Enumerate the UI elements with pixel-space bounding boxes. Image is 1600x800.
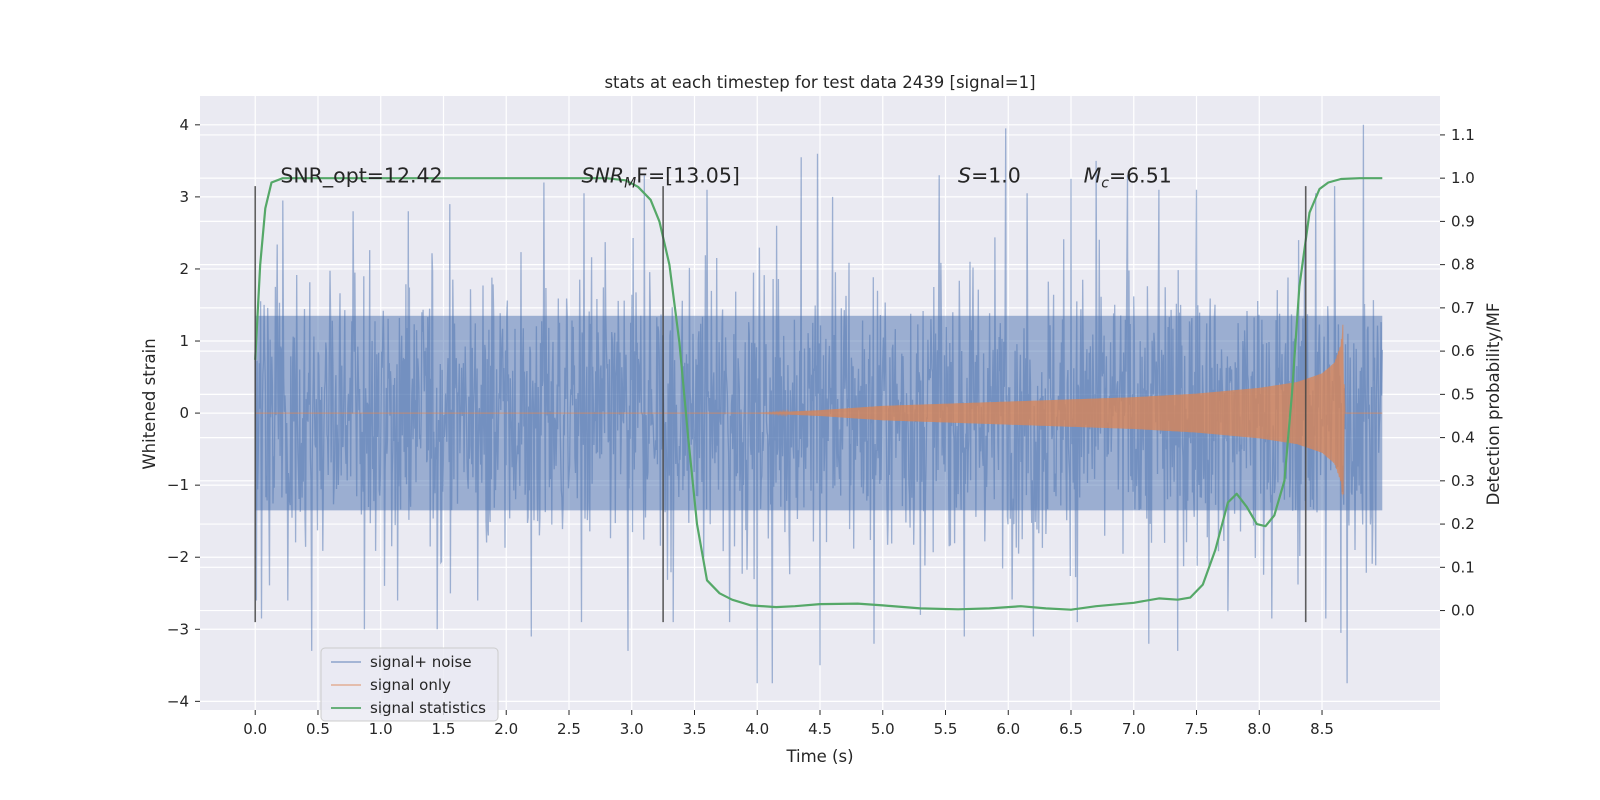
y-tick-label: 1 xyxy=(179,332,189,350)
x-tick-label: 6.5 xyxy=(1059,720,1083,738)
y2-tick-label: 0.9 xyxy=(1451,212,1475,230)
x-tick-label: 3.0 xyxy=(620,720,644,738)
annotation-layer: SNR_opt=12.42 SNRMF=[13.05] S=1.0 Mc=6.51 xyxy=(280,163,1171,191)
y2-tick-label: 1.0 xyxy=(1451,169,1475,187)
x-tick-label: 4.5 xyxy=(808,720,832,738)
y2-tick-label: 0.0 xyxy=(1451,602,1475,620)
x-tick-label: 0.0 xyxy=(243,720,267,738)
signal-only-envelope xyxy=(757,326,1345,500)
y-axis-label: Whitened strain xyxy=(140,338,159,469)
y-tick-label: −3 xyxy=(167,620,189,638)
legend: signal+ noise signal only signal statist… xyxy=(320,647,499,722)
y-tick-labels: 4 3 2 1 0 −1 −2 −3 −4 xyxy=(167,116,200,710)
annotation-text: Mc=6.51 xyxy=(1084,163,1172,191)
y2-tick-label: 0.4 xyxy=(1451,429,1475,447)
y2-tick-label: 0.1 xyxy=(1451,558,1475,576)
x-tick-label: 1.5 xyxy=(432,720,456,738)
y2-tick-label: 1.1 xyxy=(1451,126,1475,144)
x-tick-label: 5.0 xyxy=(871,720,895,738)
x-tick-label: 6.0 xyxy=(996,720,1020,738)
chart-title: stats at each timestep for test data 243… xyxy=(604,73,1035,92)
y2-tick-label: 0.3 xyxy=(1451,472,1475,490)
x-tick-label: 7.0 xyxy=(1122,720,1146,738)
y2-tick-label: 0.5 xyxy=(1451,385,1475,403)
x-axis-label: Time (s) xyxy=(785,747,853,766)
y2-tick-label: 0.6 xyxy=(1451,342,1475,360)
legend-label-signal-statistics: signal statistics xyxy=(370,699,486,717)
annotation-text: SNRMF=[13.05] xyxy=(582,163,740,191)
series-layer xyxy=(254,124,1383,684)
x-tick-label: 2.5 xyxy=(557,720,581,738)
x-tick-label: 2.0 xyxy=(494,720,518,738)
y2-tick-labels: 1.1 1.0 0.9 0.8 0.7 0.6 0.5 0.4 0.3 0.2 0.1 0.0 xyxy=(1440,126,1475,620)
x-tick-label: 3.5 xyxy=(683,720,707,738)
y2-tick-label: 0.2 xyxy=(1451,515,1475,533)
legend-label-signal-noise: signal+ noise xyxy=(370,653,472,671)
y-tick-label: −1 xyxy=(167,476,189,494)
x-tick-label: 8.5 xyxy=(1310,720,1334,738)
legend-label-signal-only: signal only xyxy=(370,676,451,694)
y-tick-label: −4 xyxy=(167,692,189,710)
x-tick-labels: 0.0 0.5 1.0 1.5 2.0 2.5 3.0 3.5 4.0 4.5 5.0 5.5 6.0 6… xyxy=(243,710,1334,738)
vline-layer xyxy=(254,186,1307,623)
legend-box xyxy=(320,647,499,722)
y2-axis-label: Detection probability/MF xyxy=(1484,303,1503,506)
y-tick-label: 3 xyxy=(179,188,189,206)
annotation-text: SNR_opt=12.42 xyxy=(280,163,442,188)
y-tick-label: 4 xyxy=(179,116,189,134)
annotation-text: S=1.0 xyxy=(958,163,1021,187)
x-tick-label: 5.5 xyxy=(934,720,958,738)
y2-tick-label: 0.7 xyxy=(1451,299,1475,317)
x-tick-label: 7.5 xyxy=(1185,720,1209,738)
series-signal-only xyxy=(255,324,1383,495)
x-tick-label: 1.0 xyxy=(369,720,393,738)
series-signal-statistics xyxy=(254,177,1383,611)
x-tick-label: 0.5 xyxy=(306,720,330,738)
series-signal-noise xyxy=(254,124,1383,684)
y2-tick-label: 0.8 xyxy=(1451,256,1475,274)
y-tick-label: −2 xyxy=(167,548,189,566)
y-tick-label: 0 xyxy=(179,404,189,422)
x-tick-label: 4.0 xyxy=(745,720,769,738)
y-tick-label: 2 xyxy=(179,260,189,278)
x-tick-label: 8.0 xyxy=(1247,720,1271,738)
